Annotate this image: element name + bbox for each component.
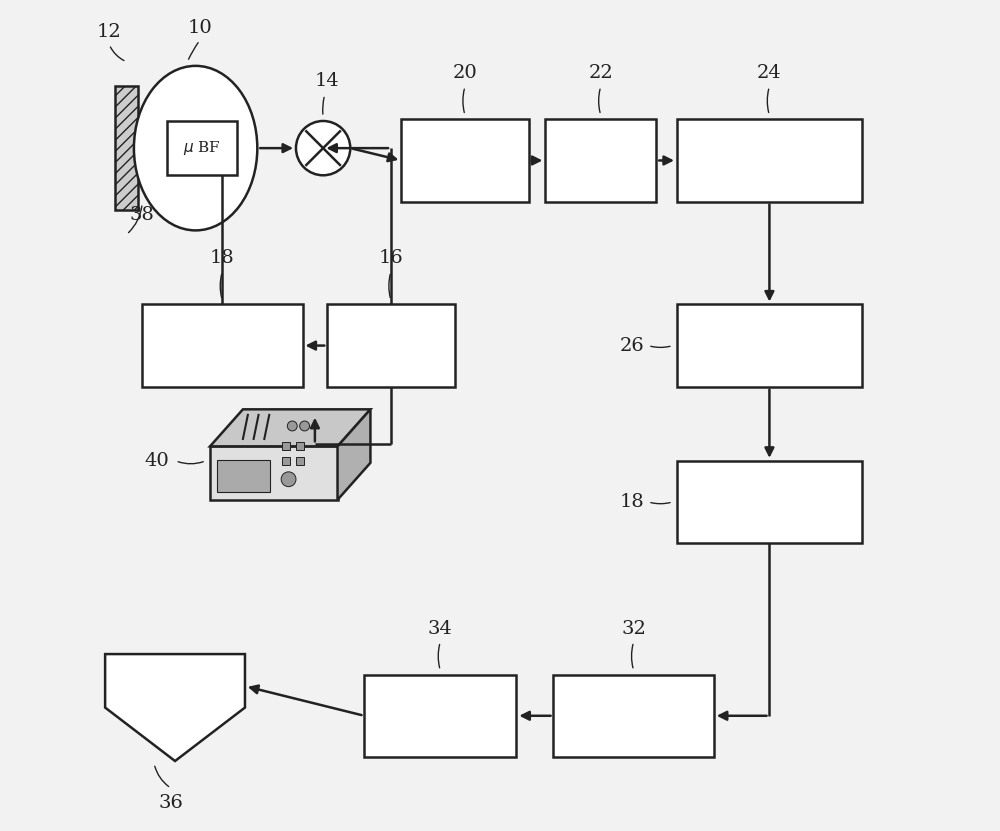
Bar [545,120,656,202]
Text: 10: 10 [187,19,212,37]
Text: 38: 38 [130,206,155,224]
Bar [677,460,862,543]
Text: 18: 18 [619,493,644,511]
Text: 22: 22 [588,64,613,82]
Bar [296,442,304,450]
Text: 20: 20 [453,64,477,82]
Text: 12: 12 [97,23,122,42]
Text: 18: 18 [210,249,235,268]
Bar [115,86,138,210]
Circle shape [281,472,296,487]
Bar [553,675,714,757]
Text: 36: 36 [158,794,183,812]
Bar [296,456,304,465]
Bar [677,304,862,386]
Text: 16: 16 [379,249,403,268]
Circle shape [287,421,297,431]
Bar [327,304,455,386]
Bar [217,460,270,492]
Bar [282,456,290,465]
Text: 26: 26 [619,337,644,355]
Bar [167,121,237,175]
Text: 32: 32 [621,620,646,637]
Ellipse shape [134,66,257,230]
Circle shape [300,421,310,431]
Text: $\mu$ BF: $\mu$ BF [183,139,221,157]
Text: 40: 40 [144,452,169,470]
Bar [364,675,516,757]
Bar [282,442,290,450]
Text: 34: 34 [428,620,453,637]
Text: 24: 24 [757,64,782,82]
Polygon shape [105,654,245,761]
Text: 14: 14 [315,71,340,90]
Bar [142,304,303,386]
Polygon shape [338,410,370,499]
Bar [401,120,529,202]
Polygon shape [210,446,338,499]
Polygon shape [210,410,370,446]
Bar [677,120,862,202]
Circle shape [296,121,350,175]
